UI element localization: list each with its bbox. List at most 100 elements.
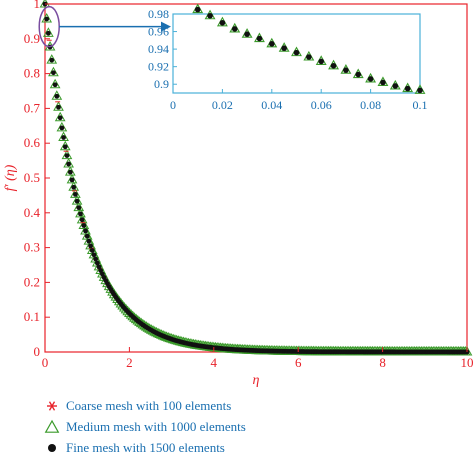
fine-mesh-point — [67, 169, 73, 175]
y-tick-label: 0.9 — [24, 31, 40, 46]
medium-mesh-point — [68, 181, 80, 191]
inset-y-tick-label: 0.96 — [148, 25, 169, 39]
fine-mesh-point — [62, 144, 68, 150]
medium-mesh-point — [71, 195, 83, 205]
medium-mesh-point — [59, 140, 71, 151]
fine-mesh-point — [81, 223, 87, 228]
fine-mesh-point — [76, 205, 82, 211]
fine-mesh-point — [79, 217, 85, 223]
inset-fine-mesh-point — [207, 12, 213, 19]
y-tick-label: 0.4 — [24, 205, 41, 220]
legend-circle-icon — [48, 444, 56, 452]
main-ticks-group: 0 2 4 6 8 10 0 0.1 0.2 0.3 0.4 0.5 0.6 0.7 0.8 0.9 1 — [24, 0, 474, 370]
inset-fine-mesh-point — [231, 26, 238, 32]
fine-mesh-point — [66, 161, 72, 167]
fine-mesh-point — [89, 248, 95, 253]
legend-entry-label: Coarse mesh with 100 elements — [66, 398, 231, 413]
inset-x-tick-label: 0.08 — [360, 98, 381, 112]
medium-mesh-point — [64, 166, 76, 176]
medium-mesh-point — [58, 131, 69, 142]
medium-mesh-point — [39, 0, 51, 8]
y-tick-label: 0.1 — [24, 309, 40, 324]
inset-y-tick-label: 0.94 — [148, 42, 169, 56]
fine-mesh-point — [86, 238, 92, 244]
medium-mesh-point — [73, 201, 85, 212]
inset-fine-mesh-point — [194, 6, 201, 13]
legend-entry-label: Medium mesh with 1000 elements — [66, 419, 246, 434]
zoom-arrow-head — [161, 21, 171, 32]
x-tick-label: 2 — [126, 355, 133, 370]
fine-mesh-point — [57, 115, 63, 121]
fine-mesh-point — [51, 70, 56, 76]
inset-fine-mesh-point — [355, 71, 362, 78]
fine-mesh-point — [91, 252, 97, 258]
fine-mesh-point — [64, 153, 70, 158]
fine-mesh-point — [44, 16, 50, 22]
inset-fine-mesh-point — [256, 35, 263, 42]
fine-mesh-point — [71, 184, 77, 190]
medium-mesh-point — [49, 78, 61, 89]
x-tick-label: 0 — [42, 355, 49, 370]
medium-mesh-point — [56, 121, 68, 132]
inset-fine-mesh-point — [306, 54, 312, 60]
fine-mesh-point — [59, 125, 65, 131]
medium-mesh-point — [63, 158, 74, 168]
inset-fine-mesh-point — [392, 83, 399, 89]
y-axis-label: f′ (η) — [3, 164, 18, 191]
inset-series-group — [192, 3, 426, 94]
fine-mesh-point — [88, 243, 93, 249]
fine-mesh-point — [56, 104, 61, 110]
inset-fine-mesh-point — [318, 58, 325, 65]
fine-mesh-point — [84, 233, 90, 239]
y-tick-label: 0.7 — [24, 100, 41, 115]
inset-y-tick-label: 0.92 — [148, 60, 169, 74]
medium-mesh-point — [46, 54, 58, 64]
inset-fine-mesh-point — [343, 67, 349, 73]
inset-x-tick-label: 0 — [170, 98, 176, 112]
inset-x-tick-label: 0.06 — [311, 98, 332, 112]
legend-triangle-icon — [44, 419, 60, 433]
medium-mesh-point — [48, 66, 59, 77]
inset-fine-mesh-point — [417, 87, 423, 94]
fine-mesh-point — [61, 135, 66, 140]
x-tick-label: 4 — [211, 355, 218, 370]
medium-mesh-point — [54, 111, 66, 122]
inset-x-tick-label: 0.02 — [212, 98, 233, 112]
inset-x-tick-label: 0.1 — [413, 98, 428, 112]
x-tick-label: 8 — [379, 355, 386, 370]
y-tick-label: 0.6 — [24, 135, 41, 150]
medium-mesh-point — [53, 101, 64, 111]
inset-fine-mesh-point — [380, 79, 386, 86]
inset-fine-mesh-point — [404, 85, 411, 92]
fine-mesh-point — [96, 264, 102, 270]
fine-mesh-point — [69, 177, 75, 183]
fine-mesh-point — [72, 191, 78, 197]
fine-mesh-point — [45, 30, 51, 36]
medium-mesh-point — [51, 90, 63, 100]
legend: Coarse mesh with 100 elements Medium mesh… — [44, 398, 246, 455]
medium-mesh-point — [66, 173, 78, 184]
y-tick-label: 0.8 — [24, 66, 40, 81]
inset-fine-mesh-point — [281, 45, 287, 52]
inset-fine-mesh-point — [293, 49, 300, 56]
inset-y-tick-label: 0.98 — [148, 7, 169, 21]
inset-y-tick-label: 0.9 — [154, 77, 169, 91]
medium-mesh-point — [70, 188, 81, 198]
medium-mesh-point — [61, 149, 73, 160]
inset-fine-mesh-point — [219, 19, 226, 26]
inset-fine-mesh-point — [269, 41, 275, 47]
x-axis-label: η — [253, 373, 260, 388]
inset-x-tick-label: 0.04 — [261, 98, 282, 112]
inset-fine-mesh-point — [367, 76, 374, 82]
fine-mesh-point — [54, 93, 60, 99]
inset-ticks-group: 0 0.02 0.04 0.06 0.08 0.1 0.9 0.92 0.94 0.96 0.98 — [148, 7, 428, 112]
fine-mesh-point — [52, 82, 58, 88]
y-tick-label: 0.5 — [24, 170, 40, 185]
legend-asterisk-stroke — [48, 401, 56, 411]
inset-fine-mesh-point — [330, 62, 337, 69]
y-tick-label: 0 — [34, 344, 41, 359]
x-tick-label: 10 — [461, 355, 474, 370]
y-tick-label: 0.2 — [24, 274, 40, 289]
fine-mesh-point — [83, 228, 88, 234]
